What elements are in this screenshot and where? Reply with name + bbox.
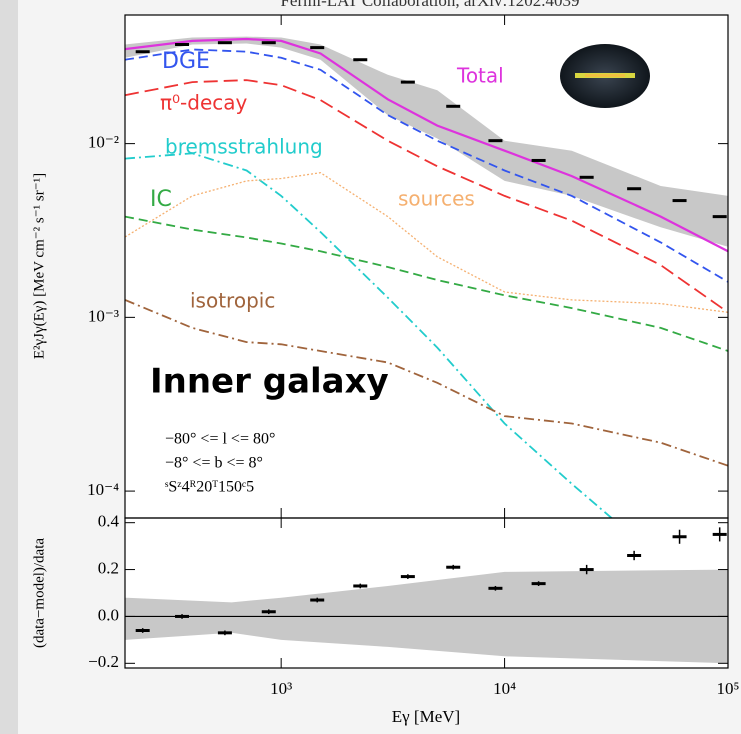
series-line (125, 152, 613, 518)
series-label: Total (456, 64, 504, 88)
series-line (125, 172, 728, 313)
annotation: ˢSᶻ4ᴿ20ᵀ150ᶜ5 (165, 479, 254, 496)
uncertainty-band (125, 36, 728, 247)
x-axis-label: Eγ [MeV] (392, 707, 460, 726)
annotation: −80° <= l <= 80° (165, 431, 275, 448)
series-label: bremsstrahlung (165, 135, 323, 159)
y-tick-label: 0.4 (98, 512, 120, 531)
series-label: isotropic (190, 289, 275, 313)
y-tick-label: 0.2 (98, 558, 119, 577)
residual-plot (125, 527, 728, 664)
series-line (125, 48, 728, 283)
main-plot (125, 36, 728, 518)
y-axis-label: E²γJγ(Eγ) [MeV cm⁻² s⁻¹ sr⁻¹] (31, 173, 47, 359)
series-label: π⁰-decay (160, 91, 248, 115)
y-tick-label: 10⁻⁴ (87, 480, 119, 499)
series-line (125, 37, 728, 253)
y-tick-label: −0.2 (88, 652, 119, 671)
series-label: DGE (162, 49, 210, 74)
y-axis-label: (data−model)/data (31, 538, 47, 648)
y-tick-label: 10⁻² (88, 133, 119, 152)
series-line (125, 79, 728, 314)
plot-layer: 10⁻⁴ 10⁻³ 10⁻² DGE π⁰-decay bremsstrahlung IC s… (31, 15, 740, 726)
x-tick-label: 10⁴ (493, 679, 516, 698)
annotation: −8° <= b <= 8° (165, 455, 263, 472)
y-tick-label: 0.0 (98, 605, 119, 624)
x-tick-label: 10⁵ (717, 679, 740, 698)
chart-title: Fermi-LAT Collaboration, arXiv:1202.4039 (280, 0, 579, 10)
annotation: Inner galaxy (150, 362, 389, 402)
x-tick-label: 10³ (270, 679, 292, 698)
series-line (125, 215, 728, 352)
residual-frame (124, 517, 729, 669)
series-label: IC (150, 187, 172, 212)
inset-core (585, 74, 625, 77)
series-label: sources (398, 187, 475, 211)
y-tick-label: 10⁻³ (88, 306, 119, 325)
